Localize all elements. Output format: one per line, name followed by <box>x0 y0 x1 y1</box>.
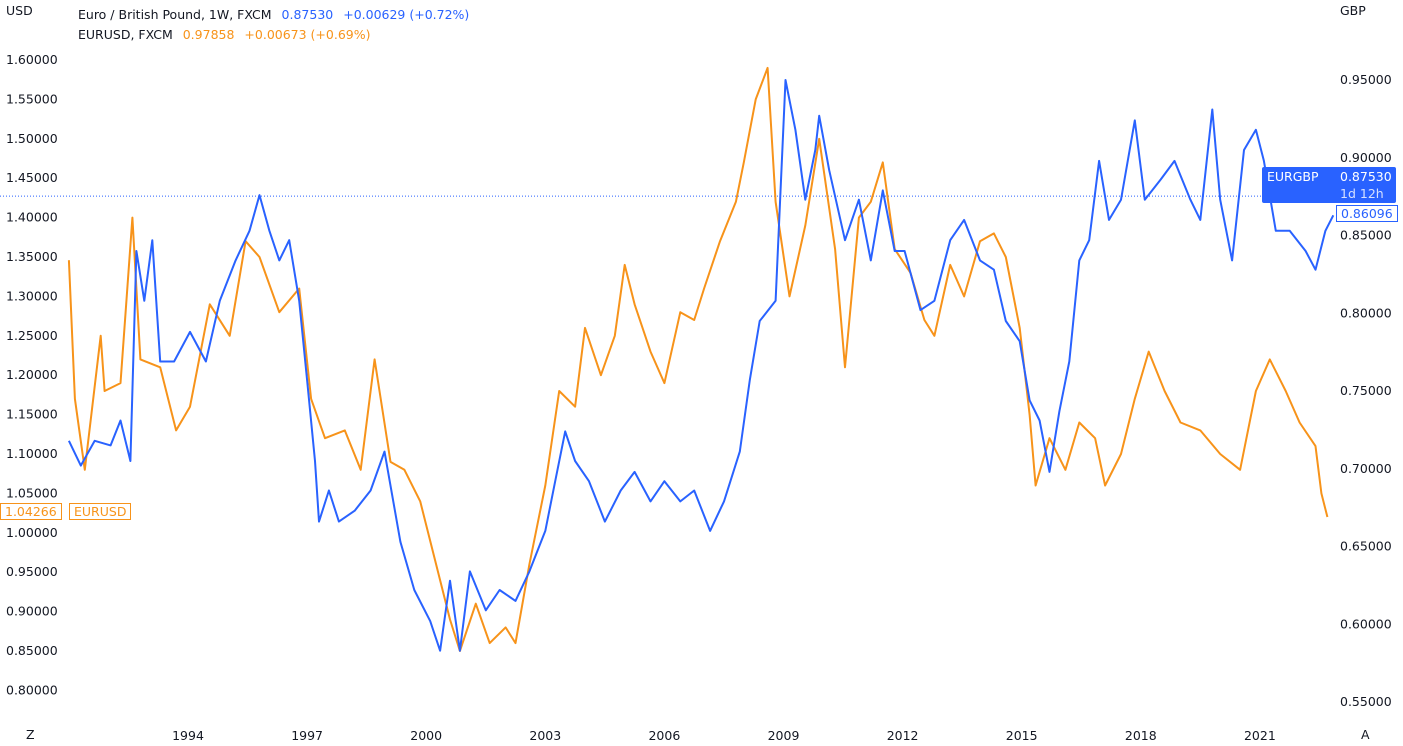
x-axis-tick: 2018 <box>1125 728 1157 743</box>
left-axis-unit: USD <box>6 3 33 18</box>
eurgbp-secondary-tag: 0.86096 <box>1336 205 1398 222</box>
left-axis-tick: 1.10000 <box>6 446 58 461</box>
legend-eurgbp-name: Euro / British Pound, 1W, FXCM <box>78 7 272 22</box>
left-axis-tick: 0.85000 <box>6 643 58 658</box>
left-axis-tick: 1.15000 <box>6 407 58 422</box>
x-axis-tick: 2012 <box>887 728 919 743</box>
right-axis-tick: 0.65000 <box>1340 539 1392 554</box>
left-axis-tick: 1.25000 <box>6 328 58 343</box>
x-axis-tick: 2015 <box>1006 728 1038 743</box>
left-axis-tick: 0.90000 <box>6 604 58 619</box>
left-axis-tick: 0.80000 <box>6 682 58 697</box>
left-axis-tick: 1.00000 <box>6 525 58 540</box>
right-axis-tick: 0.60000 <box>1340 616 1392 631</box>
right-axis-tick: 0.85000 <box>1340 228 1392 243</box>
x-axis-tick: 2003 <box>529 728 561 743</box>
eurusd-symbol-tag: EURUSD <box>69 503 132 520</box>
right-axis-tick: 0.80000 <box>1340 305 1392 320</box>
series-line-eurgbp <box>67 79 1335 652</box>
eurgbp-tag-countdown: 1d 12h <box>1340 186 1384 201</box>
left-axis-tick: 1.60000 <box>6 52 58 67</box>
legend-eurgbp[interactable]: Euro / British Pound, 1W, FXCM 0.87530 +… <box>78 7 475 22</box>
auto-scale-button[interactable]: A <box>1361 727 1370 742</box>
eurgbp-price-tag: EURGBP 0.87530 1d 12h <box>1262 167 1396 203</box>
eurusd-price-tag: 1.04266 <box>0 503 62 520</box>
eurgbp-tag-symbol: EURGBP <box>1267 169 1319 184</box>
eurgbp-tag-price: 0.87530 <box>1340 169 1392 184</box>
timezone-button[interactable]: Z <box>26 727 35 742</box>
series-line-eurusd <box>67 66 1329 652</box>
left-axis-tick: 1.40000 <box>6 210 58 225</box>
left-axis-tick: 1.35000 <box>6 249 58 264</box>
left-axis-tick: 1.45000 <box>6 170 58 185</box>
legend-eurusd-price: 0.97858 <box>182 27 235 42</box>
legend-eurusd-change: +0.00673 (+0.69%) <box>244 27 371 42</box>
legend-eurgbp-change: +0.00629 (+0.72%) <box>343 7 470 22</box>
legend-eurusd[interactable]: EURUSD, FXCM 0.97858 +0.00673 (+0.69%) <box>78 27 377 42</box>
x-axis-tick: 2006 <box>648 728 680 743</box>
left-axis-tick: 1.30000 <box>6 288 58 303</box>
left-axis-tick: 1.05000 <box>6 485 58 500</box>
right-axis-tick: 0.75000 <box>1340 383 1392 398</box>
left-axis-tick: 1.50000 <box>6 131 58 146</box>
left-axis-tick: 0.95000 <box>6 564 58 579</box>
right-axis-unit: GBP <box>1340 3 1366 18</box>
x-axis-tick: 2009 <box>768 728 800 743</box>
x-axis-tick: 1994 <box>172 728 204 743</box>
legend-eurusd-name: EURUSD, FXCM <box>78 27 173 42</box>
x-axis-tick: 1997 <box>291 728 323 743</box>
right-axis-tick: 0.95000 <box>1340 72 1392 87</box>
left-axis-tick: 1.55000 <box>6 91 58 106</box>
x-axis-tick: 2021 <box>1244 728 1276 743</box>
right-axis-tick: 0.90000 <box>1340 150 1392 165</box>
right-axis-tick: 0.55000 <box>1340 694 1392 709</box>
right-axis-tick: 0.70000 <box>1340 461 1392 476</box>
x-axis-tick: 2000 <box>410 728 442 743</box>
left-axis-tick: 1.20000 <box>6 367 58 382</box>
legend-eurgbp-price: 0.87530 <box>281 7 334 22</box>
